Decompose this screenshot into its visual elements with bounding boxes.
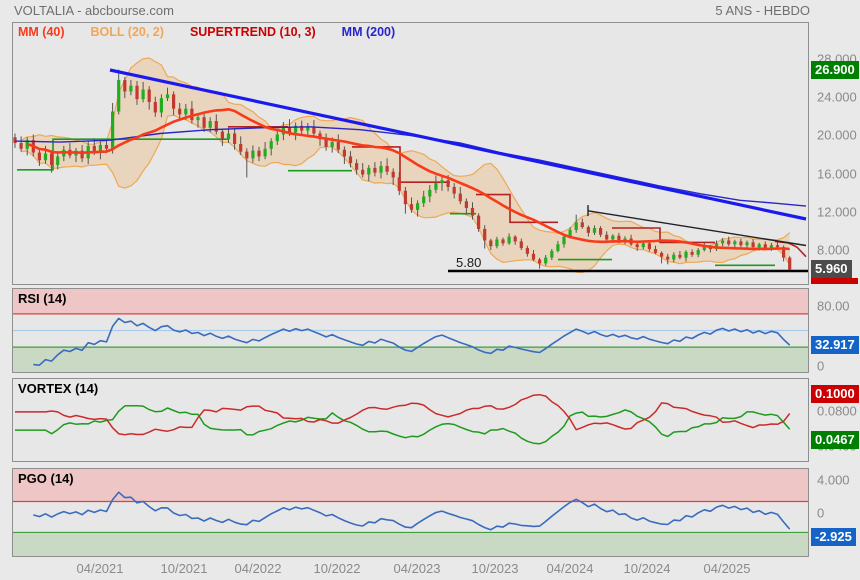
pgo-panel	[12, 468, 809, 557]
legend-item-mm200: MM (200)	[341, 25, 396, 39]
rsi-value-badge: 32.917	[811, 335, 859, 354]
last-badge: 5.960	[811, 260, 852, 279]
x-axis-label-5: 10/2023	[471, 561, 519, 576]
x-axis-label-0: 04/2021	[76, 561, 124, 576]
pgo-label: PGO (14)	[18, 471, 74, 486]
x-axis-label-7: 10/2024	[623, 561, 671, 576]
support-line-label: 5.80	[456, 255, 482, 270]
price-tick-3: 16.000	[817, 166, 857, 182]
price-panel	[12, 22, 809, 285]
vi-minus-badge: 0.1000	[811, 385, 859, 404]
range-label: 5 ANS - HEBDO	[715, 3, 810, 18]
rsi-label: RSI (14)	[18, 291, 67, 306]
x-axis-label-2: 04/2022	[234, 561, 282, 576]
price-tick-4: 12.000	[817, 204, 857, 220]
price-tick-5: 8.000	[817, 242, 850, 258]
pgo-tick-1: 0	[817, 505, 825, 521]
rsi-tick-0: 80.00	[817, 298, 850, 314]
x-axis-label-3: 10/2022	[313, 561, 361, 576]
x-axis-label-4: 04/2023	[393, 561, 441, 576]
price-tick-1: 24.000	[817, 89, 857, 105]
x-axis-label-6: 04/2024	[546, 561, 594, 576]
axis-marker-red	[811, 278, 858, 285]
legend-item-supertrend: SUPERTREND (10, 3)	[189, 25, 316, 39]
vortex-label: VORTEX (14)	[18, 381, 99, 396]
rsi-tick-1: 0	[817, 358, 825, 374]
vi-plus-badge: 0.0467	[811, 430, 859, 449]
indicator-legend: MM (40) BOLL (20, 2) SUPERTREND (10, 3) MM …	[18, 25, 395, 39]
vortex-panel	[12, 378, 809, 462]
pgo-value-badge: -2.925	[811, 527, 856, 546]
legend-item-mm40: MM (40)	[18, 25, 65, 39]
x-axis-label-1: 10/2021	[160, 561, 208, 576]
x-axis-label-8: 04/2025	[703, 561, 751, 576]
price-tick-2: 20.000	[817, 127, 857, 143]
pgo-tick-0: 4.000	[817, 472, 850, 488]
legend-item-boll: BOLL (20, 2)	[90, 25, 164, 39]
page-title: VOLTALIA - abcbourse.com	[14, 3, 174, 18]
vortex-tick-0: 0.0800	[817, 403, 857, 419]
high-badge: 26.900	[811, 60, 859, 79]
rsi-panel	[12, 288, 809, 373]
